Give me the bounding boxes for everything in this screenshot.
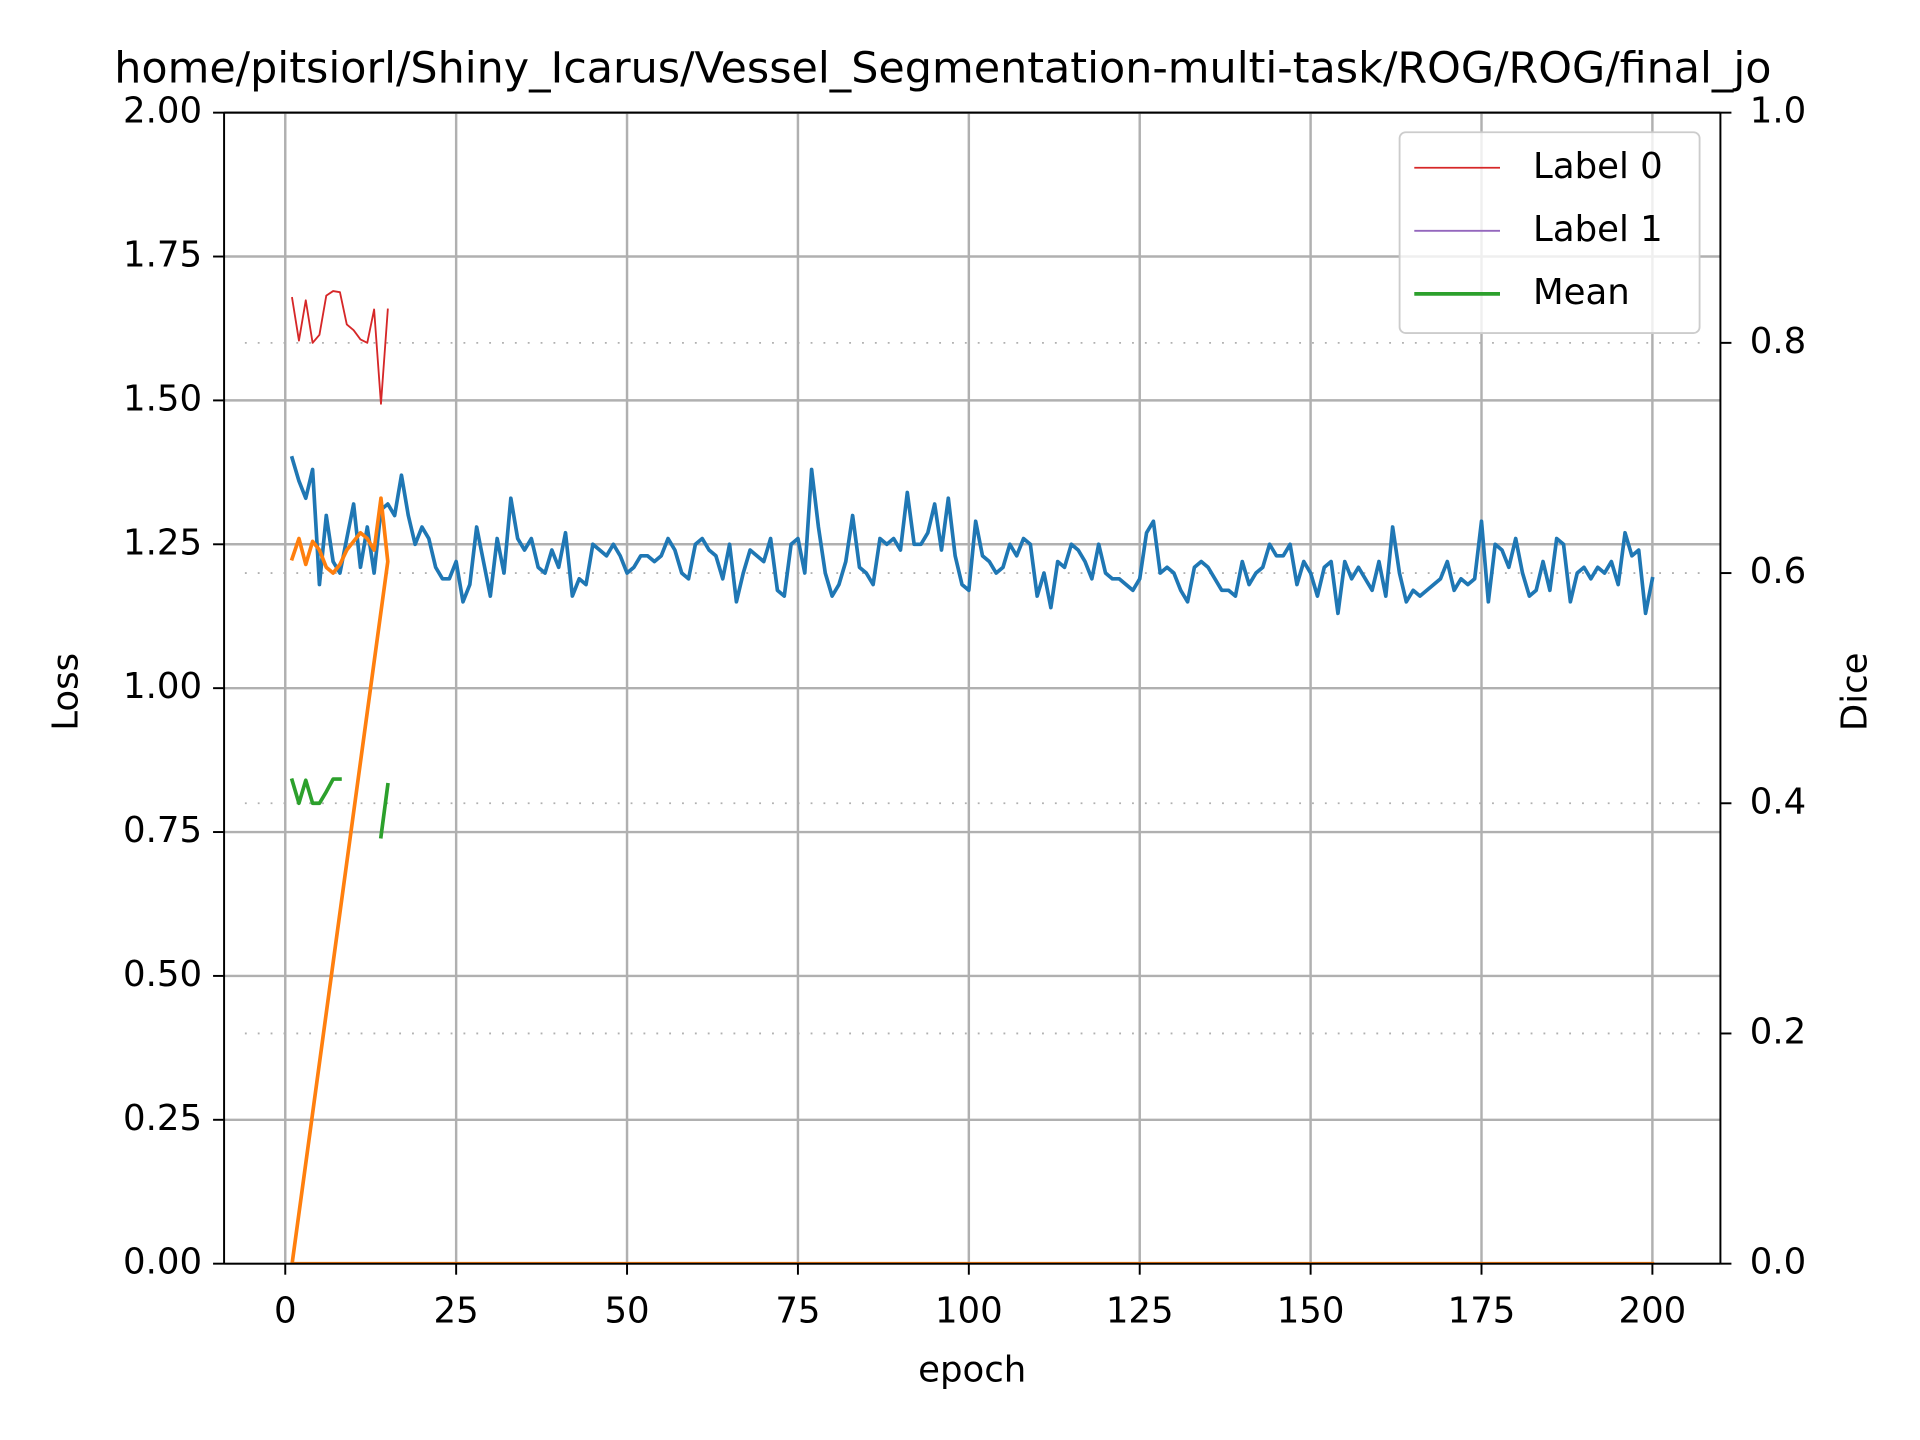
x-tick-label: 25 (434, 1291, 479, 1332)
x-tick-label: 150 (1277, 1291, 1345, 1332)
legend: Label 0 Label 1 Mean (1398, 131, 1701, 334)
y2-tick-label: 0.4 (1750, 781, 1806, 822)
x-tick-label: 0 (274, 1291, 297, 1332)
series-line (289, 455, 1655, 616)
legend-label: Label 0 (1533, 146, 1663, 187)
series-line (289, 777, 390, 839)
legend-box (1398, 131, 1701, 334)
y2-tick-label: 0.6 (1750, 551, 1806, 592)
y-tick-label: 1.25 (123, 522, 202, 563)
legend-label: Label 1 (1533, 209, 1663, 250)
x-tick-label: 100 (935, 1291, 1003, 1332)
y-tick-label: 0.75 (123, 810, 202, 851)
y2-axis-label: Dice (1834, 653, 1875, 732)
y-tick-label: 1.50 (123, 378, 202, 419)
series-line (291, 290, 389, 405)
y2-tick-label: 0.0 (1750, 1242, 1806, 1283)
series-line (289, 496, 1655, 1264)
y-axis-label: Loss (45, 653, 86, 731)
legend-label: Mean (1533, 272, 1630, 313)
x-axis-label: epoch (918, 1349, 1026, 1390)
y-tick-label: 2.00 (123, 91, 202, 132)
y-tick-label: 1.00 (123, 666, 202, 707)
x-tick-label: 50 (604, 1291, 649, 1332)
chart-title: home/pitsiorl/Shiny_Icarus/Vessel_Segmen… (114, 44, 1771, 94)
x-tick-label: 75 (775, 1291, 820, 1332)
y2-tick-label: 0.2 (1750, 1011, 1806, 1052)
y2-tick-label: 0.8 (1750, 321, 1806, 362)
x-tick-label: 200 (1619, 1291, 1687, 1332)
y-tick-label: 0.00 (123, 1242, 202, 1283)
y-tick-label: 0.25 (123, 1098, 202, 1139)
y-tick-label: 0.50 (123, 954, 202, 995)
y2-tick-label: 1.0 (1750, 91, 1806, 132)
y-tick-label: 1.75 (123, 235, 202, 276)
x-tick-label: 175 (1448, 1291, 1516, 1332)
x-tick-label: 125 (1106, 1291, 1174, 1332)
